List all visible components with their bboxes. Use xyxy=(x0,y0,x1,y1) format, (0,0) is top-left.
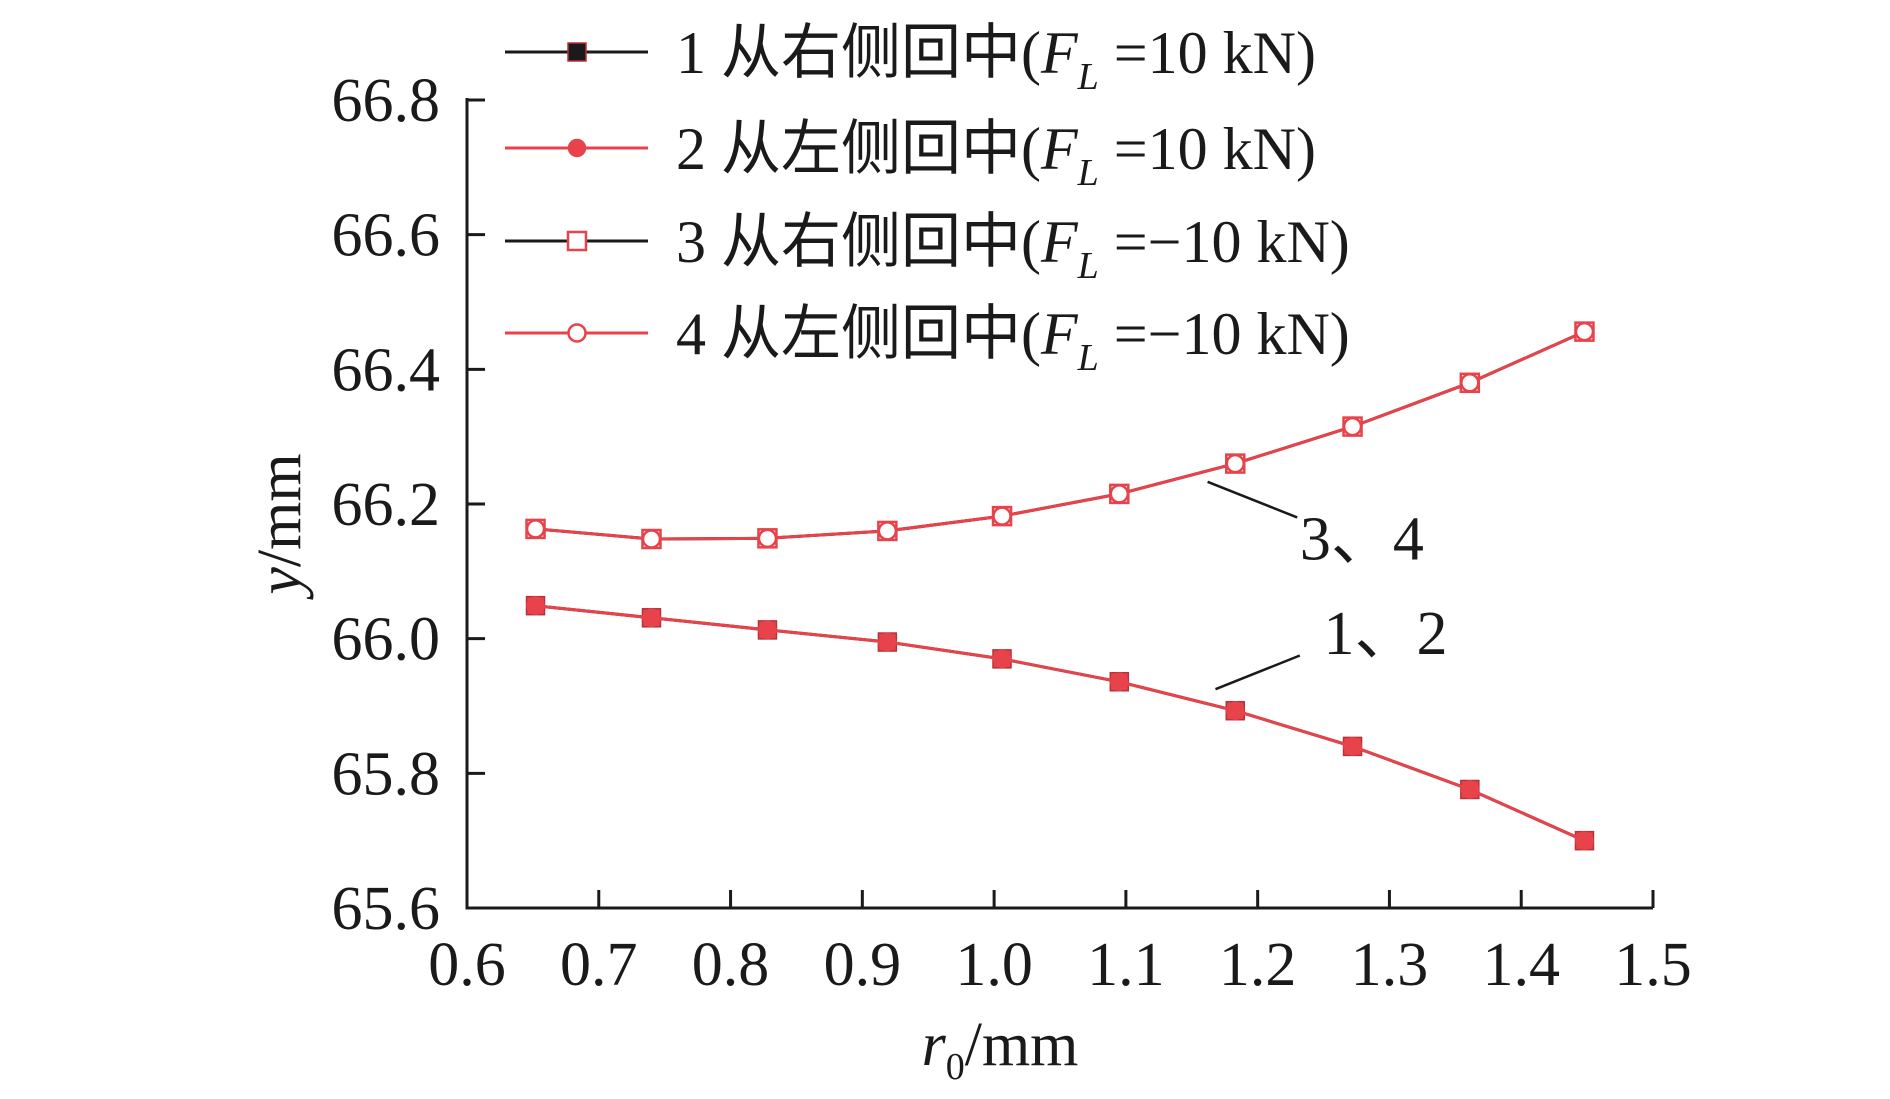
legend-label: 1 从右侧回中(FL =10 kN) xyxy=(676,20,1316,98)
axes: 0.6 0.7 0.8 0.9 1.0 1.1 1.2 1.3 1.4 1.5 65.6 65.8 66… xyxy=(332,67,1692,999)
series-line xyxy=(535,604,1586,843)
y-tick-label: 66.8 xyxy=(332,67,441,135)
y-tick-label: 66.2 xyxy=(332,471,441,539)
legend-marker xyxy=(567,138,587,158)
data-point xyxy=(1574,321,1595,342)
data-point xyxy=(641,529,662,549)
data-point xyxy=(992,506,1012,526)
y-tick-label: 66.4 xyxy=(332,336,441,404)
legend-label: 3 从右侧回中(FL =−10 kN) xyxy=(676,209,1350,287)
y-tick-label: 65.6 xyxy=(332,875,441,943)
legend: 1 从右侧回中(FL =10 kN) 2 从左侧回中(FL =10 kN) 3 从右… xyxy=(505,20,1350,379)
data-point xyxy=(1226,701,1245,720)
data-point xyxy=(1460,780,1480,799)
series-layer xyxy=(525,321,1595,851)
annotation-leader xyxy=(1207,480,1298,519)
y-tick-label: 65.8 xyxy=(332,740,441,808)
x-tick-label: 1.4 xyxy=(1482,931,1560,999)
data-point xyxy=(642,608,661,628)
data-point xyxy=(1342,416,1363,437)
x-axis-title: r0/mm xyxy=(922,1011,1079,1088)
x-tick-label: 1.3 xyxy=(1351,931,1429,999)
data-point xyxy=(758,620,777,640)
data-point xyxy=(1110,672,1129,692)
legend-marker xyxy=(567,42,587,62)
legend-entry-2: 2 从左侧回中(FL =10 kN) xyxy=(505,116,1316,194)
x-tick-label: 1.1 xyxy=(1087,931,1165,999)
legend-label: 2 从左侧回中(FL =10 kN) xyxy=(676,116,1316,194)
data-point xyxy=(877,521,898,541)
data-point xyxy=(1343,737,1362,756)
x-tick-label: 0.7 xyxy=(560,931,638,999)
axis-labels: r0/mm y/mm xyxy=(246,453,1078,1088)
annotation-label: 1、2 xyxy=(1324,600,1448,668)
series-line xyxy=(535,330,1586,541)
data-point xyxy=(878,632,897,652)
data-point xyxy=(1575,831,1594,850)
x-tick-label: 1.5 xyxy=(1614,931,1692,999)
annotation-label: 3、4 xyxy=(1300,506,1424,574)
data-point xyxy=(992,649,1012,669)
x-tick-label: 0.8 xyxy=(692,931,770,999)
legend-entry-1: 1 从右侧回中(FL =10 kN) xyxy=(505,20,1316,98)
data-point xyxy=(757,528,778,549)
legend-entry-3: 3 从右侧回中(FL =−10 kN) xyxy=(505,209,1350,287)
series-4 xyxy=(525,321,1595,549)
data-point xyxy=(1225,453,1246,474)
y-tick-label: 66.0 xyxy=(332,606,441,674)
legend-label: 4 从左侧回中(FL =−10 kN) xyxy=(676,301,1350,379)
data-point xyxy=(526,596,545,615)
legend-marker xyxy=(566,230,588,252)
annotations: 3、41、2 xyxy=(1207,480,1448,691)
legend-marker xyxy=(567,323,587,343)
x-tick-label: 1.2 xyxy=(1219,931,1297,999)
data-point xyxy=(525,519,546,539)
y-tick-label: 66.6 xyxy=(332,202,441,270)
data-point xyxy=(1460,373,1480,393)
y-axis-title: y/mm xyxy=(246,453,314,600)
data-point xyxy=(1109,484,1130,504)
legend-entry-4: 4 从左侧回中(FL =−10 kN) xyxy=(505,301,1350,379)
x-tick-label: 1.0 xyxy=(955,931,1033,999)
x-tick-label: 0.6 xyxy=(428,931,506,999)
x-tick-label: 0.9 xyxy=(824,931,902,999)
series-2 xyxy=(526,596,1594,850)
annotation-leader xyxy=(1215,654,1301,691)
